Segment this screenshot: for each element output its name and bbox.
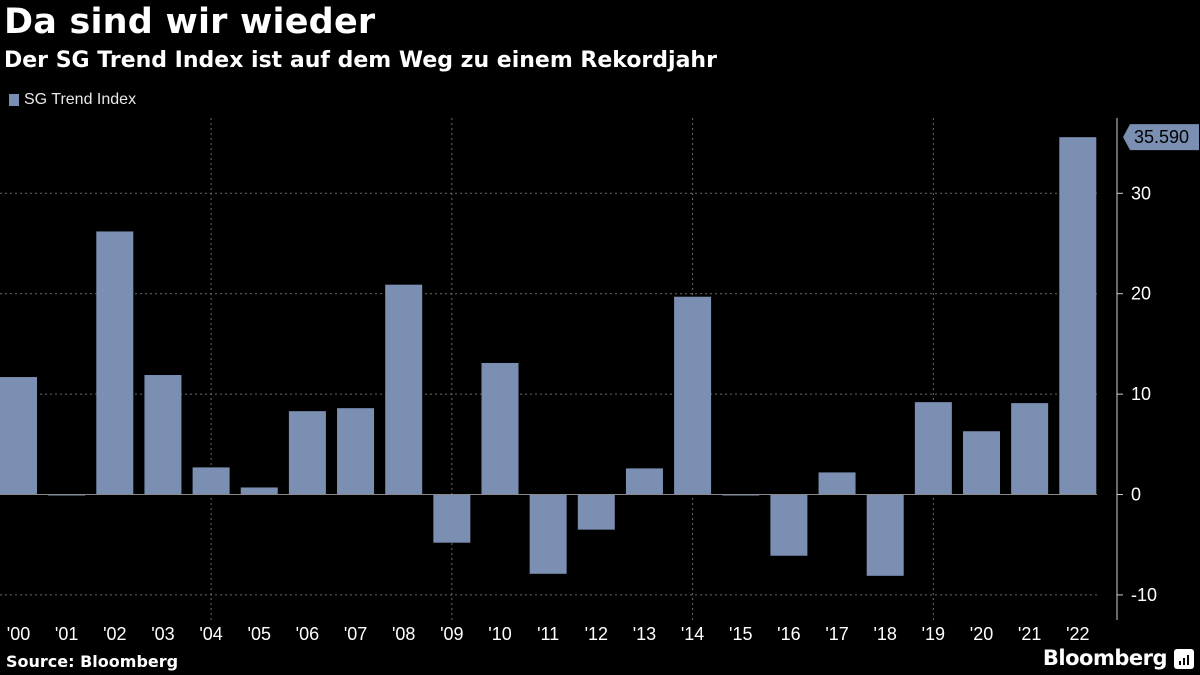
bar-'03 [144,375,182,495]
x-tick-label: '05 [248,624,271,644]
bar-'13 [625,468,663,495]
y-tick-label: 20 [1131,284,1151,304]
bar-'16 [770,494,808,556]
bar-'19 [914,402,952,495]
bar-'18 [866,494,904,576]
x-tick-label: '08 [392,624,415,644]
y-tick-label: 30 [1131,183,1151,203]
y-tick-label: -10 [1131,585,1157,605]
bar-'15 [722,494,760,496]
x-tick-label: '13 [633,624,656,644]
x-tick-label: '10 [488,624,511,644]
x-tick-label: '22 [1066,624,1089,644]
bar-'01 [48,494,86,496]
x-tick-label: '04 [199,624,222,644]
bar-'11 [529,494,567,574]
legend-swatch [9,94,19,106]
x-tick-label: '14 [681,624,704,644]
legend-label: SG Trend Index [24,91,137,108]
bar-'14 [674,296,712,495]
bar-'02 [96,231,134,495]
x-tick-label: '16 [777,624,800,644]
x-tick-label: '12 [585,624,608,644]
x-tick-label: '00 [7,624,30,644]
bar-'22 [1059,137,1097,495]
bloomberg-chart-icon [1174,649,1194,669]
x-tick-label: '17 [825,624,848,644]
brand-logo: Bloomberg [1042,646,1168,670]
x-tick-label: '06 [296,624,319,644]
x-tick-label: '01 [55,624,78,644]
x-tick-label: '11 [537,624,559,644]
bar-'17 [818,472,856,495]
bar-'00 [0,377,37,495]
bar-'05 [240,487,278,495]
bar-'08 [385,284,423,495]
bar-'12 [577,494,615,530]
x-tick-label: '07 [344,624,367,644]
x-tick-label: '20 [970,624,993,644]
x-tick-label: '18 [873,624,896,644]
x-tick-label: '09 [440,624,463,644]
source-note: Source: Bloomberg [6,652,179,671]
legend: SG Trend Index [9,91,136,109]
x-tick-label: '15 [729,624,752,644]
x-tick-label: '19 [922,624,945,644]
chart-subtitle: Der SG Trend Index ist auf dem Weg zu ei… [4,48,717,73]
last-value-label: 35.590 [1134,127,1189,147]
bar-'06 [288,411,326,495]
y-tick-label: 0 [1131,485,1141,505]
bar-'09 [433,494,471,543]
x-tick-label: '21 [1018,624,1041,644]
last-value-badge [1123,124,1199,151]
bar-'10 [481,362,519,495]
bar-'21 [1011,403,1049,495]
bar-'07 [337,408,375,495]
y-tick-label: 10 [1131,384,1151,404]
bar-'20 [963,431,1000,495]
bar-'04 [192,467,230,495]
x-tick-label: '03 [151,624,174,644]
chart-title: Da sind wir wieder [4,2,376,42]
x-tick-label: '02 [103,624,126,644]
